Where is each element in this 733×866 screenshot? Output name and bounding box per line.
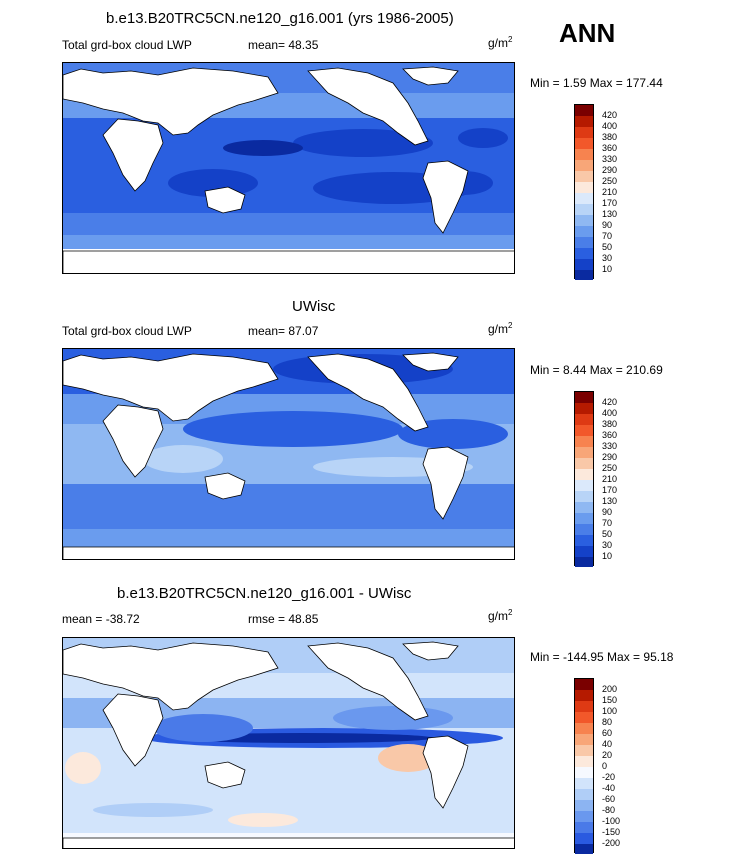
colorbar-tick-label: 130 (602, 209, 618, 219)
colorbar-tick-label: 170 (602, 198, 618, 208)
panel1-colorbar (574, 104, 594, 280)
colorbar-tick-label: 70 (602, 518, 613, 528)
colorbar-tick-label: 30 (602, 253, 613, 263)
colorbar-tick-label: 30 (602, 540, 613, 550)
colorbar-tick-label: 400 (602, 121, 618, 131)
colorbar-tick-label: 10 (602, 264, 613, 274)
colorbar-tick-label: 70 (602, 231, 613, 241)
colorbar-tick-label: -150 (602, 827, 621, 837)
colorbar-tick-label: 250 (602, 463, 618, 473)
panel3-colorbar (574, 678, 594, 854)
panel2-title: UWisc (292, 298, 336, 315)
colorbar-tick-label: 100 (602, 706, 618, 716)
colorbar-tick-label: 130 (602, 496, 618, 506)
colorbar-tick-label: 50 (602, 242, 613, 252)
panel1-title: b.e13.B20TRC5CN.ne120_g16.001 (yrs 1986-… (106, 10, 454, 27)
colorbar-tick-label: 90 (602, 220, 613, 230)
panel1-minmax: Min = 1.59 Max = 177.44 (530, 76, 663, 90)
colorbar-tick-label: 420 (602, 397, 618, 407)
colorbar-tick-label: 290 (602, 165, 618, 175)
panel1-map (62, 62, 515, 274)
panel3-mean-label: mean = -38.72 (62, 612, 140, 626)
panel3-rmse-label: rmse = 48.85 (248, 612, 319, 626)
colorbar-tick-label: 210 (602, 474, 618, 484)
colorbar-tick-label: 150 (602, 695, 618, 705)
colorbar-tick-label: 210 (602, 187, 618, 197)
colorbar-tick-label: -200 (602, 838, 621, 848)
colorbar-tick-label: 10 (602, 551, 613, 561)
colorbar-tick-label: 330 (602, 441, 618, 451)
season-label: ANN (559, 18, 616, 48)
colorbar-tick-label: 380 (602, 419, 618, 429)
colorbar-tick-label: 200 (602, 684, 618, 694)
panel1-variable-label: Total grd-box cloud LWP (62, 38, 192, 52)
colorbar-tick-label: 50 (602, 529, 613, 539)
colorbar-tick-label: 80 (602, 717, 613, 727)
colorbar-tick-label: -60 (602, 794, 616, 804)
colorbar-tick-label: 250 (602, 176, 618, 186)
colorbar-tick-label: 20 (602, 750, 613, 760)
panel2-variable-label: Total grd-box cloud LWP (62, 324, 192, 338)
colorbar-tick-label: 400 (602, 408, 618, 418)
colorbar-tick-label: 290 (602, 452, 618, 462)
colorbar-tick-label: -40 (602, 783, 616, 793)
panel3-title: b.e13.B20TRC5CN.ne120_g16.001 - UWisc (117, 585, 412, 602)
panel2-colorbar (574, 391, 594, 567)
colorbar-tick-label: -20 (602, 772, 616, 782)
colorbar-tick-label: 40 (602, 739, 613, 749)
panel3-units: g/m2 (488, 608, 513, 623)
panel2-map (62, 348, 515, 560)
colorbar-tick-label: 170 (602, 485, 618, 495)
colorbar-tick-label: 380 (602, 132, 618, 142)
panel2-mean-label: mean= 87.07 (248, 324, 319, 338)
colorbar-tick-label: 90 (602, 507, 613, 517)
colorbar-tick-label: -80 (602, 805, 616, 815)
colorbar-tick-label: 360 (602, 430, 618, 440)
panel2-minmax: Min = 8.44 Max = 210.69 (530, 363, 663, 377)
colorbar-tick-label: -100 (602, 816, 621, 826)
colorbar-tick-label: 0 (602, 761, 608, 771)
panel3-map (62, 637, 515, 849)
colorbar-tick-label: 330 (602, 154, 618, 164)
panel2-units: g/m2 (488, 321, 513, 336)
panel3-minmax: Min = -144.95 Max = 95.18 (530, 650, 674, 664)
colorbar-tick-label: 60 (602, 728, 613, 738)
panel1-units: g/m2 (488, 35, 513, 50)
colorbar-tick-label: 420 (602, 110, 618, 120)
colorbar-tick-label: 360 (602, 143, 618, 153)
panel1-mean-label: mean= 48.35 (248, 38, 319, 52)
